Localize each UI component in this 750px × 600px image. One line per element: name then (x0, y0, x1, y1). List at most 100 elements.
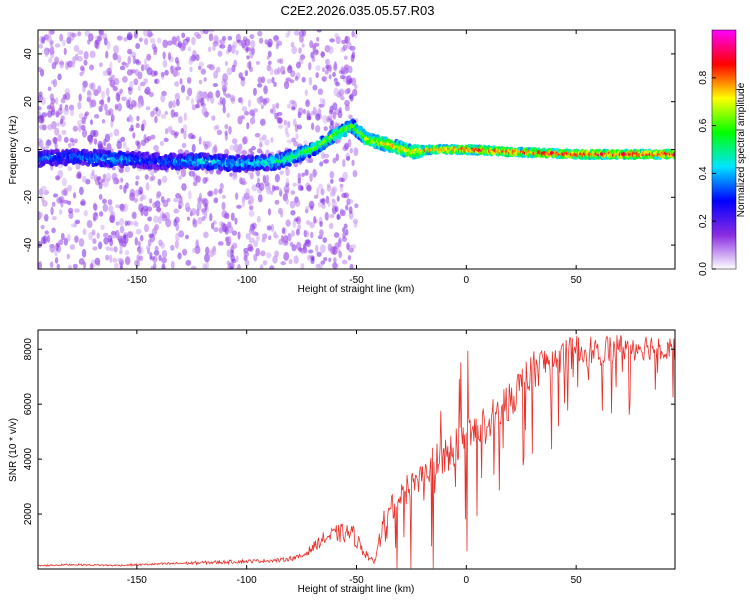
spectrogram-cell (255, 182, 261, 188)
spectrogram-cell (337, 239, 342, 248)
spectrogram-cell (266, 78, 273, 84)
spectrogram-cell (344, 64, 350, 70)
spectrogram-cell (221, 201, 226, 211)
spectrogram-cell (296, 124, 303, 130)
spectrogram-cell (81, 129, 88, 138)
spectrogram-cell (289, 200, 296, 209)
spectrogram-cell (312, 106, 317, 115)
spectrogram-cell (240, 97, 244, 105)
spectrogram-cell (153, 249, 160, 256)
spectrogram-cell (138, 203, 144, 213)
spectrogram-cell (202, 91, 208, 99)
spectrogram-cell (41, 36, 46, 44)
spectrogram-cell (132, 132, 136, 139)
spectrogram-cell (146, 135, 152, 142)
spectrogram-cell (266, 55, 270, 60)
spectrogram-cell (262, 233, 268, 240)
spectrogram-cell (323, 153, 330, 158)
spectrogram-cell (196, 208, 200, 217)
spectrogram-cell (120, 177, 124, 183)
spectrogram-cell (41, 112, 48, 118)
spectrogram-cell (156, 37, 162, 44)
spectrogram-cell (143, 30, 149, 37)
spectrogram-cell (180, 127, 184, 134)
spectrogram-cell (316, 36, 320, 42)
spectrogram-cell (195, 239, 199, 249)
spectrogram-cell (256, 215, 261, 223)
spectrogram-cell (209, 63, 215, 69)
spectrogram-cell (50, 44, 54, 53)
y-tick-label: 20 (23, 96, 34, 108)
spectrogram-cell (77, 101, 82, 110)
spectrogram-cell (279, 65, 286, 75)
spectrogram-cell (132, 55, 136, 65)
spectrogram-cell (143, 78, 148, 84)
spectrogram-cell (160, 94, 166, 103)
spectrogram-cell (332, 110, 337, 120)
spectrogram-y-ticks: -40 -20 0 20 40 (23, 48, 675, 252)
spectrogram-cell (129, 188, 136, 198)
spectrogram-cell (114, 262, 119, 269)
spectrogram-cell (192, 217, 196, 225)
spectrogram-cell (101, 119, 106, 124)
spectrogram-cell (55, 148, 60, 154)
spectrogram-cell (324, 211, 329, 221)
spectrogram-cell (117, 55, 122, 63)
spectrogram-cell (335, 139, 341, 144)
spectrogram-cell (98, 211, 104, 217)
spectrogram-cell (236, 149, 242, 156)
spectrogram-cell (147, 239, 152, 247)
spectrogram-cell (226, 249, 232, 258)
spectrogram-cell (173, 132, 178, 139)
spectrogram-cell (134, 68, 139, 77)
spectrogram-cell (297, 172, 302, 181)
spectrogram-cell (105, 246, 111, 251)
spectrogram-cell (47, 110, 53, 118)
spectrogram-cell (345, 204, 349, 211)
spectrogram-cell (63, 187, 69, 197)
spectrogram-cell (75, 219, 81, 225)
spectrogram-cell (127, 220, 131, 226)
spectrogram-cell (173, 208, 178, 214)
spectrogram-cell (162, 199, 169, 208)
spectrogram-cell (109, 61, 113, 70)
spectrogram-cell (251, 146, 256, 151)
spectrogram-cell (318, 183, 323, 190)
spectrogram-y-axis-label: Frequency (Hz) (8, 116, 19, 185)
spectrogram-cell (213, 197, 219, 204)
spectrogram-cell (317, 88, 324, 96)
spectrogram-cell (154, 245, 159, 252)
spectrogram-cell (145, 182, 150, 191)
spectrogram-cell (224, 124, 229, 130)
spectrogram-cell (161, 212, 166, 219)
spectrogram-cell (54, 43, 61, 48)
spectrogram-cell (219, 96, 223, 105)
snr-background (38, 330, 675, 569)
spectrogram-cell (269, 190, 274, 195)
spectrogram-cell (349, 93, 354, 102)
spectrogram-cell (51, 62, 57, 70)
spectrogram-cell (237, 263, 241, 269)
spectrogram-cell (215, 124, 220, 130)
spectrogram-cell (94, 114, 100, 119)
spectrogram-cell (270, 223, 275, 232)
spectrogram-cell (266, 64, 272, 72)
spectrogram-cell (159, 140, 165, 146)
spectrogram-cell (81, 175, 87, 183)
spectrogram-cell (170, 260, 175, 269)
spectrogram-cell (342, 44, 348, 51)
spectrogram-cell (121, 96, 127, 102)
spectrogram-cell (295, 133, 299, 140)
spectrogram-cell (261, 237, 266, 243)
spectrogram-cell (306, 157, 312, 164)
spectrogram-cell (104, 133, 111, 143)
spectrogram-cell (341, 39, 346, 45)
spectrogram-cell (111, 172, 118, 181)
spectrogram-cell (235, 49, 239, 56)
spectrogram-cell (39, 124, 44, 130)
spectrogram-cell (137, 240, 141, 247)
spectrogram-cell (234, 192, 239, 200)
spectrogram-cell (289, 99, 296, 105)
spectrogram-cell (328, 45, 334, 54)
spectrogram-cell (301, 76, 306, 83)
